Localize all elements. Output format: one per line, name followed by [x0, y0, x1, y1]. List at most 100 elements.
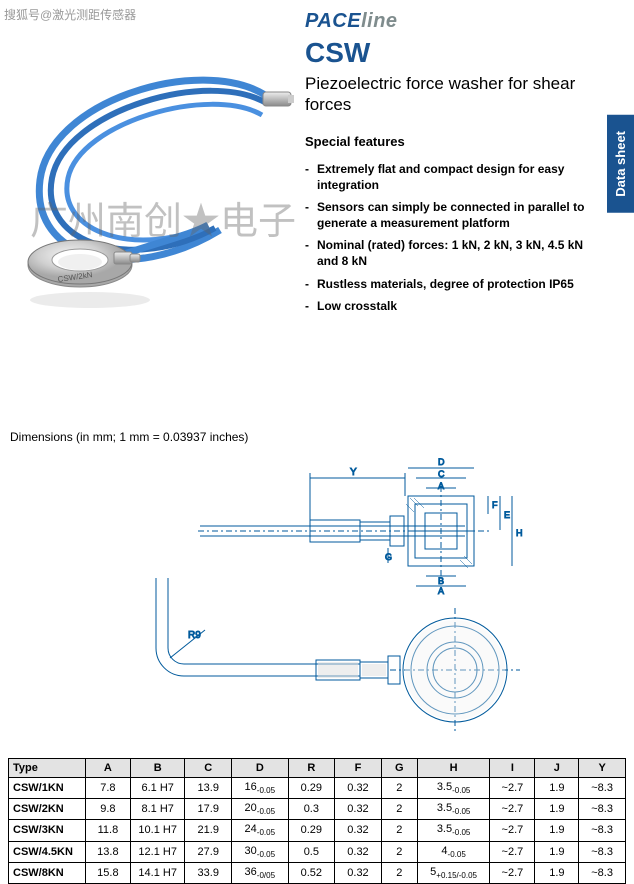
features-title: Special features — [305, 134, 595, 149]
features-list: Extremely flat and compact design for ea… — [305, 161, 595, 315]
table-cell: 16-0.05 — [232, 778, 288, 799]
table-row: CSW/3KN11.810.1 H721.924-0.050.290.3223.… — [9, 820, 626, 841]
table-cell: 36-0/05 — [232, 862, 288, 883]
table-cell: 27.9 — [185, 841, 232, 862]
table-cell: 1.9 — [535, 820, 579, 841]
product-name: CSW — [305, 37, 595, 69]
watermark-header: 搜狐号@激光测距传感器 — [4, 6, 136, 23]
table-cell: ~2.7 — [490, 778, 535, 799]
brand-logo: PACEline — [305, 10, 595, 33]
table-cell: CSW/2KN — [9, 799, 86, 820]
table-cell: 2 — [381, 862, 417, 883]
table-header: A — [85, 759, 130, 778]
table-cell: 0.3 — [288, 799, 335, 820]
table-row: CSW/8KN15.814.1 H733.936-0/050.520.3225+… — [9, 862, 626, 883]
table-cell: 2 — [381, 778, 417, 799]
table-cell: 17.9 — [185, 799, 232, 820]
svg-text:Y: Y — [350, 467, 357, 478]
table-cell: 0.5 — [288, 841, 335, 862]
table-row: CSW/2KN9.88.1 H717.920-0.050.30.3223.5-0… — [9, 799, 626, 820]
svg-text:A: A — [438, 586, 444, 596]
table-cell: ~8.3 — [579, 799, 626, 820]
table-cell: 0.52 — [288, 862, 335, 883]
svg-text:B: B — [438, 576, 444, 586]
feature-item: Low crosstalk — [305, 298, 595, 314]
table-header: D — [232, 759, 288, 778]
table-cell: 1.9 — [535, 799, 579, 820]
table-cell: 13.8 — [85, 841, 130, 862]
table-cell: 2 — [381, 799, 417, 820]
table-cell: ~2.7 — [490, 841, 535, 862]
table-cell: 33.9 — [185, 862, 232, 883]
table-cell: 5+0.15/-0.05 — [417, 862, 490, 883]
table-cell: 24-0.05 — [232, 820, 288, 841]
table-cell: 1.9 — [535, 841, 579, 862]
table-cell: 8.1 H7 — [130, 799, 185, 820]
table-header: B — [130, 759, 185, 778]
table-cell: CSW/4.5KN — [9, 841, 86, 862]
table-cell: 3.5-0.05 — [417, 778, 490, 799]
table-cell: ~8.3 — [579, 778, 626, 799]
table-cell: 4-0.05 — [417, 841, 490, 862]
table-cell: ~8.3 — [579, 820, 626, 841]
table-cell: 9.8 — [85, 799, 130, 820]
table-cell: CSW/3KN — [9, 820, 86, 841]
table-cell: 0.32 — [335, 862, 382, 883]
svg-text:H: H — [516, 528, 523, 538]
table-cell: 21.9 — [185, 820, 232, 841]
table-row: CSW/4.5KN13.812.1 H727.930-0.050.50.3224… — [9, 841, 626, 862]
table-cell: ~8.3 — [579, 862, 626, 883]
table-row: CSW/1KN7.86.1 H713.916-0.050.290.3223.5-… — [9, 778, 626, 799]
table-cell: 7.8 — [85, 778, 130, 799]
table-header: J — [535, 759, 579, 778]
table-cell: 0.29 — [288, 778, 335, 799]
table-cell: 0.32 — [335, 778, 382, 799]
table-cell: 30-0.05 — [232, 841, 288, 862]
table-cell: 0.32 — [335, 799, 382, 820]
table-cell: 15.8 — [85, 862, 130, 883]
table-cell: 0.29 — [288, 820, 335, 841]
svg-text:E: E — [504, 510, 510, 520]
table-cell: 6.1 H7 — [130, 778, 185, 799]
table-cell: 3.5-0.05 — [417, 799, 490, 820]
table-cell: 3.5-0.05 — [417, 820, 490, 841]
table-header: R — [288, 759, 335, 778]
svg-text:G: G — [385, 552, 392, 562]
table-cell: 11.8 — [85, 820, 130, 841]
product-description: Piezoelectric force washer for shear for… — [305, 73, 595, 116]
table-header: H — [417, 759, 490, 778]
brand-pace: PACE — [305, 10, 361, 32]
svg-text:F: F — [492, 500, 498, 510]
table-cell: 2 — [381, 841, 417, 862]
table-cell: 13.9 — [185, 778, 232, 799]
table-cell: CSW/1KN — [9, 778, 86, 799]
table-cell: ~2.7 — [490, 862, 535, 883]
table-cell: 20-0.05 — [232, 799, 288, 820]
table-cell: 10.1 H7 — [130, 820, 185, 841]
table-header: I — [490, 759, 535, 778]
side-tab: Data sheet — [607, 115, 634, 213]
table-cell: 1.9 — [535, 778, 579, 799]
feature-item: Sensors can simply be connected in paral… — [305, 199, 595, 231]
table-cell: 2 — [381, 820, 417, 841]
table-cell: 0.32 — [335, 841, 382, 862]
table-header: C — [185, 759, 232, 778]
feature-item: Rustless materials, degree of protection… — [305, 276, 595, 292]
info-column: PACEline CSW Piezoelectric force washer … — [305, 10, 595, 400]
table-cell: CSW/8KN — [9, 862, 86, 883]
table-cell: ~2.7 — [490, 799, 535, 820]
svg-text:D: D — [438, 457, 445, 467]
feature-item: Nominal (rated) forces: 1 kN, 2 kN, 3 kN… — [305, 237, 595, 269]
svg-text:C: C — [438, 469, 445, 479]
table-header: G — [381, 759, 417, 778]
technical-diagram: Y D C A F E H B A G — [10, 448, 620, 748]
brand-line: line — [361, 10, 397, 32]
table-cell: ~2.7 — [490, 820, 535, 841]
table-cell: 1.9 — [535, 862, 579, 883]
dimensions-table: TypeABCDRFGHIJYCSW/1KN7.86.1 H713.916-0.… — [8, 758, 626, 884]
table-header: Y — [579, 759, 626, 778]
svg-text:A: A — [438, 481, 444, 491]
feature-item: Extremely flat and compact design for ea… — [305, 161, 595, 193]
dimensions-title: Dimensions (in mm; 1 mm = 0.03937 inches… — [10, 430, 634, 444]
table-cell: 14.1 H7 — [130, 862, 185, 883]
